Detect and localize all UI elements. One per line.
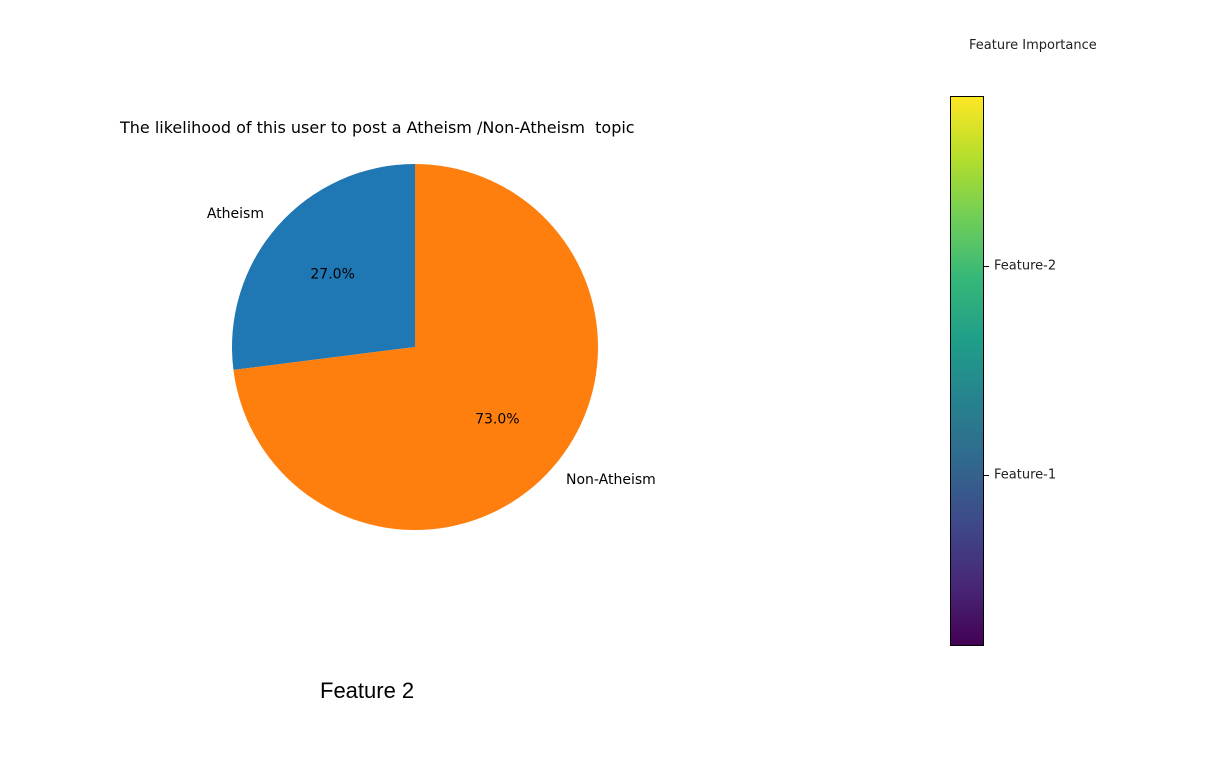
caption: Feature 2 bbox=[320, 678, 415, 703]
pie-category-label-atheism: Atheism bbox=[207, 206, 264, 222]
colorbar-tick-label-feature-1: Feature-1 bbox=[994, 467, 1057, 483]
pie-pct-label-non-atheism: 73.0% bbox=[475, 412, 519, 428]
pie-category-label-non-atheism: Non-Atheism bbox=[566, 472, 656, 488]
colorbar-tick-feature-2 bbox=[983, 266, 989, 267]
pie-pct-label-atheism: 27.0% bbox=[310, 266, 354, 282]
colorbar bbox=[950, 96, 984, 646]
colorbar-tick-label-feature-2: Feature-2 bbox=[994, 258, 1057, 274]
colorbar-tick-feature-1 bbox=[983, 475, 989, 476]
pie-slice-non-atheism bbox=[233, 164, 599, 530]
chart-title: The likelihood of this user to post a At… bbox=[120, 118, 635, 137]
pie-slice-atheism bbox=[232, 164, 415, 370]
colorbar-title: Feature Importance bbox=[969, 38, 1097, 53]
